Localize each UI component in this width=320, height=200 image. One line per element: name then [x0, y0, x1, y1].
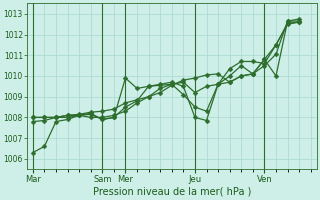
X-axis label: Pression niveau de la mer( hPa ): Pression niveau de la mer( hPa ) [92, 187, 251, 197]
